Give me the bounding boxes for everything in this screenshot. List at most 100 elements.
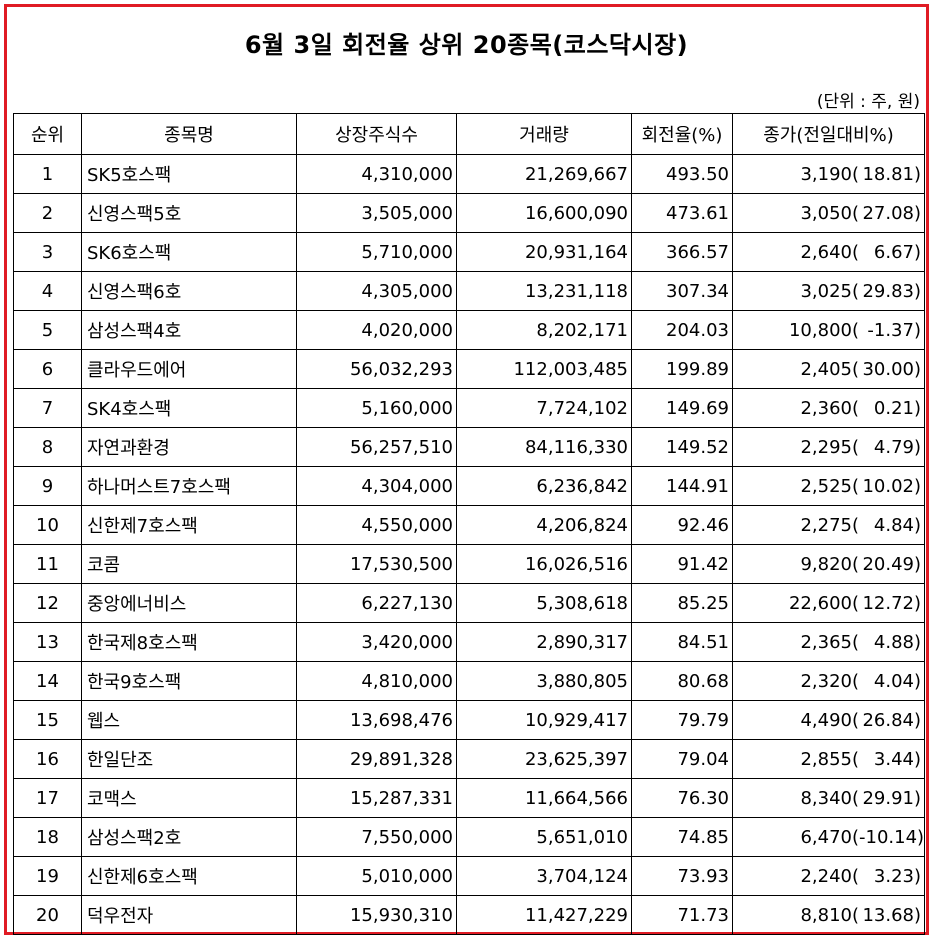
- close-price-cell: 2,320(4.04): [732, 661, 925, 701]
- close-price-cell: 3,190(18.81): [732, 154, 925, 194]
- turnover-cell: 84.51: [631, 622, 733, 662]
- table-row: 7 SK4호스팩 5,160,000 7,724,102 149.69 2,360(0.2…: [13, 388, 925, 428]
- table-row: 4 신영스팩6호 4,305,000 13,231,118 307.34 3,025(29…: [13, 271, 925, 311]
- rank-cell: 8: [13, 427, 82, 467]
- close-price: 10,800(: [788, 319, 859, 341]
- listed-shares-cell: 3,420,000: [296, 622, 457, 662]
- close-price-cell: 22,600(12.72): [732, 583, 925, 623]
- price-change-percent: 3.44): [873, 748, 921, 770]
- stock-name-cell: 웹스: [81, 700, 297, 740]
- close-price-cell: 8,810(13.68): [732, 895, 925, 935]
- stock-name-cell: 삼성스팩2호: [81, 817, 297, 857]
- price-change-percent: -10.14): [859, 826, 925, 848]
- turnover-cell: 149.52: [631, 427, 733, 467]
- listed-shares-cell: 15,287,331: [296, 778, 457, 818]
- close-price: 3,190(: [800, 163, 859, 185]
- volume-cell: 13,231,118: [456, 271, 632, 311]
- table-row: 9 하나머스트7호스팩 4,304,000 6,236,842 144.91 2,525(…: [13, 466, 925, 506]
- price-change-percent: 29.91): [862, 787, 921, 809]
- turnover-cell: 366.57: [631, 232, 733, 272]
- volume-cell: 5,651,010: [456, 817, 632, 857]
- table-row: 1 SK5호스팩 4,310,000 21,269,667 493.50 3,190(18…: [13, 154, 925, 194]
- volume-cell: 5,308,618: [456, 583, 632, 623]
- rank-cell: 2: [13, 193, 82, 233]
- rank-cell: 14: [13, 661, 82, 701]
- close-price-cell: 6,470(-10.14): [732, 817, 925, 857]
- price-change-percent: 4.88): [873, 631, 921, 653]
- stock-name-cell: 자연과환경: [81, 427, 297, 467]
- price-change-percent: 3.23): [873, 865, 921, 887]
- rank-cell: 5: [13, 310, 82, 350]
- listed-shares-cell: 5,160,000: [296, 388, 457, 428]
- price-change-percent: 18.81): [862, 163, 921, 185]
- price-change-percent: 20.49): [862, 553, 921, 575]
- volume-cell: 4,206,824: [456, 505, 632, 545]
- turnover-cell: 85.25: [631, 583, 733, 623]
- stock-name-cell: 하나머스트7호스팩: [81, 466, 297, 506]
- volume-cell: 16,026,516: [456, 544, 632, 584]
- table-row: 10 신한제7호스팩 4,550,000 4,206,824 92.46 2,275(4.…: [13, 505, 925, 545]
- listed-shares-cell: 5,010,000: [296, 856, 457, 896]
- price-change-percent: 13.68): [862, 904, 921, 926]
- listed-shares-cell: 4,020,000: [296, 310, 457, 350]
- close-price-cell: 2,365(4.88): [732, 622, 925, 662]
- table-row: 8 자연과환경 56,257,510 84,116,330 149.52 2,295(4.…: [13, 427, 925, 467]
- rank-cell: 18: [13, 817, 82, 857]
- close-price: 2,240(: [800, 865, 859, 887]
- table-row: 15 웹스 13,698,476 10,929,417 79.79 4,490(26.84…: [13, 700, 925, 740]
- table-row: 18 삼성스팩2호 7,550,000 5,651,010 74.85 6,470(-10…: [13, 817, 925, 857]
- table-row: 19 신한제6호스팩 5,010,000 3,704,124 73.93 2,240(3.…: [13, 856, 925, 896]
- stock-name-cell: 중앙에너비스: [81, 583, 297, 623]
- volume-cell: 10,929,417: [456, 700, 632, 740]
- listed-shares-cell: 4,810,000: [296, 661, 457, 701]
- price-change-percent: 4.84): [873, 514, 921, 536]
- turnover-cell: 76.30: [631, 778, 733, 818]
- close-price: 3,050(: [800, 202, 859, 224]
- rank-cell: 13: [13, 622, 82, 662]
- listed-shares-cell: 7,550,000: [296, 817, 457, 857]
- stock-name-cell: 신영스팩5호: [81, 193, 297, 233]
- stock-name-cell: 덕우전자: [81, 895, 297, 935]
- stock-name-cell: 신영스팩6호: [81, 271, 297, 311]
- table-row: 3 SK6호스팩 5,710,000 20,931,164 366.57 2,640(6.…: [13, 232, 925, 272]
- stock-name-cell: 코맥스: [81, 778, 297, 818]
- volume-cell: 8,202,171: [456, 310, 632, 350]
- close-price: 9,820(: [800, 553, 859, 575]
- rank-cell: 6: [13, 349, 82, 389]
- rank-cell: 15: [13, 700, 82, 740]
- close-price: 2,320(: [800, 670, 859, 692]
- close-price-cell: 2,360(0.21): [732, 388, 925, 428]
- header-turnover: 회전율(%): [631, 113, 733, 155]
- volume-cell: 6,236,842: [456, 466, 632, 506]
- table-row: 20 덕우전자 15,930,310 11,427,229 71.73 8,810(13.…: [13, 895, 925, 935]
- header-volume: 거래량: [456, 113, 632, 155]
- price-change-percent: 12.72): [862, 592, 921, 614]
- volume-cell: 16,600,090: [456, 193, 632, 233]
- close-price-cell: 9,820(20.49): [732, 544, 925, 584]
- close-price-cell: 2,240( 3.23): [732, 856, 925, 896]
- close-price: 22,600(: [788, 592, 859, 614]
- close-price: 8,340(: [800, 787, 859, 809]
- volume-cell: 21,269,667: [456, 154, 632, 194]
- listed-shares-cell: 5,710,000: [296, 232, 457, 272]
- close-price-cell: 3,050(27.08): [732, 193, 925, 233]
- close-price-cell: 2,405(30.00): [732, 349, 925, 389]
- turnover-cell: 199.89: [631, 349, 733, 389]
- volume-cell: 7,724,102: [456, 388, 632, 428]
- rank-cell: 1: [13, 154, 82, 194]
- close-price-cell: 2,855(3.44): [732, 739, 925, 779]
- turnover-cell: 79.79: [631, 700, 733, 740]
- volume-cell: 3,704,124: [456, 856, 632, 896]
- close-price: 2,405(: [800, 358, 859, 380]
- price-change-percent: -1.37): [867, 319, 921, 341]
- listed-shares-cell: 4,550,000: [296, 505, 457, 545]
- header-rank: 순위: [13, 113, 82, 155]
- stock-name-cell: 신한제6호스팩: [81, 856, 297, 896]
- listed-shares-cell: 56,032,293: [296, 349, 457, 389]
- volume-cell: 112,003,485: [456, 349, 632, 389]
- price-change-percent: 30.00): [862, 358, 921, 380]
- volume-cell: 84,116,330: [456, 427, 632, 467]
- price-change-percent: 0.21): [873, 397, 921, 419]
- turnover-cell: 493.50: [631, 154, 733, 194]
- header-close-price: 종가(전일대비%): [732, 113, 925, 155]
